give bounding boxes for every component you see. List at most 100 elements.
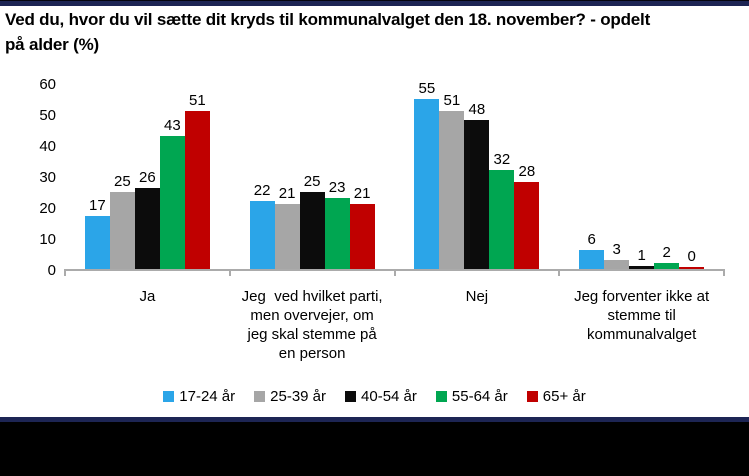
bar-value-label: 1 [637,246,646,264]
bar-value-label: 21 [278,184,296,202]
bar [654,262,680,269]
bar-group: 22 21 25 23 21 [230,85,395,269]
legend-swatch-icon [435,391,447,402]
bar [324,197,350,269]
y-tick-label: 60 [39,76,56,93]
legend-item: 40-54 år [345,388,417,405]
bar-value-label: 23 [328,178,346,196]
y-tick-label: 0 [47,262,56,279]
bar [414,98,440,269]
bar [514,182,540,269]
bar-with-label: 25 [299,172,325,269]
bar [249,200,275,269]
bar-value-label: 43 [164,116,181,134]
bar [489,169,515,269]
bottom-border-band [0,417,749,422]
bar-value-label: 32 [493,150,511,168]
bar-value-label: 55 [418,79,436,97]
bar-with-label: 28 [514,163,540,269]
legend-item: 55-64 år [435,388,508,405]
y-tick-label: 20 [39,200,56,217]
bar-with-label: 21 [274,184,300,269]
legend-label: 40-54 år [361,388,417,405]
chart-title: Ved du, hvor du vil sætte dit kryds til … [5,7,745,57]
bar-value-label: 51 [189,91,206,109]
chart-title-line2: på alder (%) [5,35,99,54]
y-tick-label: 40 [39,138,56,155]
bar-with-label: 51 [184,91,210,269]
bar-with-label: 22 [249,181,275,269]
bar-with-label: 32 [489,150,515,269]
bar-with-label: 0 [679,248,705,269]
x-axis-tick [228,269,231,276]
bar [299,191,325,269]
bar-value-label: 25 [303,172,321,190]
x-axis-tick [558,269,561,276]
category-label: Jeg ved hvilket parti, men overvejer, om… [241,288,383,362]
bar-with-label: 3 [604,240,630,269]
bar-with-label: 25 [109,172,135,269]
legend-item: 65+ år [526,388,586,405]
legend-label: 65+ år [542,388,586,405]
category-label: Ja [139,288,156,305]
bar [134,188,160,269]
bar-value-label: 22 [253,181,271,199]
bar-value-label: 21 [353,184,371,202]
bar [579,250,605,269]
bar-with-label: 17 [84,197,110,269]
x-axis-tick [64,269,66,276]
y-axis: 0 10 20 30 40 50 60 [0,76,56,279]
bar [349,203,375,269]
plot-area: 17 25 26 43 51 22 21 25 23 21 55 51 48 32 28 6 3 1 2 0 [64,80,725,276]
bar-group: 55 51 48 32 28 [395,80,560,269]
bar-with-label: 23 [324,178,350,269]
bar-value-label: 26 [139,169,156,187]
x-axis-tick [723,269,725,276]
bottom-black-band [0,422,749,476]
y-tick-label: 10 [39,231,56,248]
bar [109,191,135,269]
category-label: Jeg forventer ikke at stemme til kommuna… [574,288,710,343]
bar-value-label: 2 [662,243,671,261]
legend-item: 25-39 år [254,388,326,405]
bar [84,216,110,269]
bar [159,135,185,269]
bar-value-label: 51 [443,91,461,109]
legend-item: 17-24 år [163,388,235,405]
legend-swatch-icon [526,391,538,402]
bar-value-label: 0 [687,248,696,265]
bar-with-label: 1 [629,246,655,269]
x-axis-labels: Ja Jeg ved hvilket parti, men overvejer, … [65,287,724,363]
x-axis-tick [393,269,396,276]
bar-with-label: 26 [134,169,160,269]
bar-value-label: 48 [468,101,486,119]
legend-label: 25-39 år [270,388,327,405]
legend-swatch-icon [345,391,357,402]
bar-with-label: 51 [439,91,465,269]
legend-label: 55-64 år [451,388,508,405]
top-border-band [0,0,749,6]
bar-value-label: 17 [89,197,106,215]
bar-value-label: 3 [612,240,621,258]
bar-value-label: 25 [114,172,131,190]
category-label: Nej [465,288,489,305]
chart-title-line1: Ved du, hvor du vil sætte dit kryds til … [5,10,651,29]
bar-value-label: 6 [587,231,596,249]
bar-with-label: 6 [579,231,605,269]
bar [184,110,210,269]
bar-with-label: 43 [159,116,185,269]
bar [679,267,705,269]
bar-with-label: 21 [349,184,375,269]
legend-swatch-icon [254,391,266,402]
bar-with-label: 55 [414,79,440,269]
bar-value-label: 28 [518,163,536,181]
bar [604,259,630,269]
bar-group: 17 25 26 43 51 [65,85,230,269]
y-tick-label: 30 [39,169,56,186]
bar [464,120,490,269]
legend-swatch-icon [163,391,175,402]
bar [439,110,465,269]
bar [629,265,655,269]
